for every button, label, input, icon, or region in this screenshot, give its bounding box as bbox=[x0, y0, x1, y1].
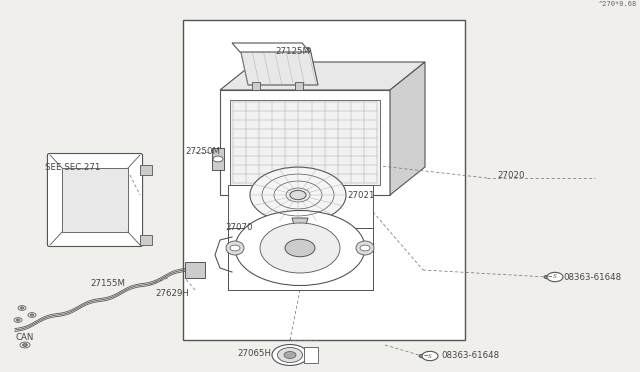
Text: 27629H: 27629H bbox=[155, 289, 189, 298]
Circle shape bbox=[16, 319, 20, 321]
Text: 27020: 27020 bbox=[497, 170, 525, 180]
Bar bbox=[295, 82, 303, 90]
Text: 27250M: 27250M bbox=[185, 148, 220, 157]
Ellipse shape bbox=[235, 211, 365, 285]
Text: –: – bbox=[548, 273, 552, 282]
Polygon shape bbox=[390, 62, 425, 195]
FancyBboxPatch shape bbox=[47, 154, 143, 247]
Bar bbox=[228, 185, 373, 290]
Bar bbox=[140, 165, 152, 175]
Text: SEE SEC.271: SEE SEC.271 bbox=[45, 164, 100, 173]
Circle shape bbox=[213, 156, 223, 162]
Text: 08363-61648: 08363-61648 bbox=[441, 352, 499, 360]
Circle shape bbox=[272, 344, 308, 365]
Text: 27125M: 27125M bbox=[275, 48, 310, 57]
Circle shape bbox=[28, 313, 36, 317]
Circle shape bbox=[544, 275, 550, 279]
Bar bbox=[228, 228, 373, 290]
Text: S: S bbox=[553, 275, 557, 279]
Text: 27155M: 27155M bbox=[90, 279, 125, 288]
Text: CAN: CAN bbox=[15, 334, 33, 343]
Circle shape bbox=[22, 344, 28, 346]
Text: 27070: 27070 bbox=[225, 224, 253, 232]
Bar bbox=[140, 235, 152, 245]
Bar bbox=[183, 20, 465, 340]
Polygon shape bbox=[240, 48, 318, 85]
Ellipse shape bbox=[278, 347, 303, 362]
Bar bbox=[304, 347, 318, 363]
Bar bbox=[185, 262, 205, 278]
Polygon shape bbox=[220, 62, 425, 90]
Text: 27021: 27021 bbox=[347, 190, 374, 199]
Ellipse shape bbox=[356, 241, 374, 255]
Bar bbox=[230, 100, 380, 185]
Circle shape bbox=[419, 354, 425, 358]
Text: 08363-61648: 08363-61648 bbox=[563, 273, 621, 282]
Circle shape bbox=[20, 307, 24, 309]
Circle shape bbox=[285, 239, 315, 257]
Circle shape bbox=[20, 342, 30, 348]
Circle shape bbox=[30, 314, 34, 316]
Bar bbox=[212, 148, 224, 170]
Bar bbox=[252, 82, 260, 90]
Circle shape bbox=[284, 352, 296, 359]
Polygon shape bbox=[232, 43, 310, 52]
Ellipse shape bbox=[260, 223, 340, 273]
Bar bbox=[62, 168, 128, 232]
Text: S: S bbox=[428, 353, 432, 359]
Circle shape bbox=[547, 272, 563, 282]
Polygon shape bbox=[220, 90, 390, 195]
Text: –: – bbox=[424, 352, 428, 360]
Circle shape bbox=[230, 245, 240, 251]
Circle shape bbox=[18, 306, 26, 310]
Polygon shape bbox=[292, 218, 308, 232]
Text: 27065H: 27065H bbox=[237, 350, 271, 359]
Circle shape bbox=[290, 190, 306, 200]
Ellipse shape bbox=[226, 241, 244, 255]
Circle shape bbox=[360, 245, 370, 251]
Circle shape bbox=[250, 167, 346, 223]
Text: ^270*0.68: ^270*0.68 bbox=[598, 1, 637, 7]
Circle shape bbox=[422, 351, 438, 360]
Circle shape bbox=[14, 318, 22, 322]
